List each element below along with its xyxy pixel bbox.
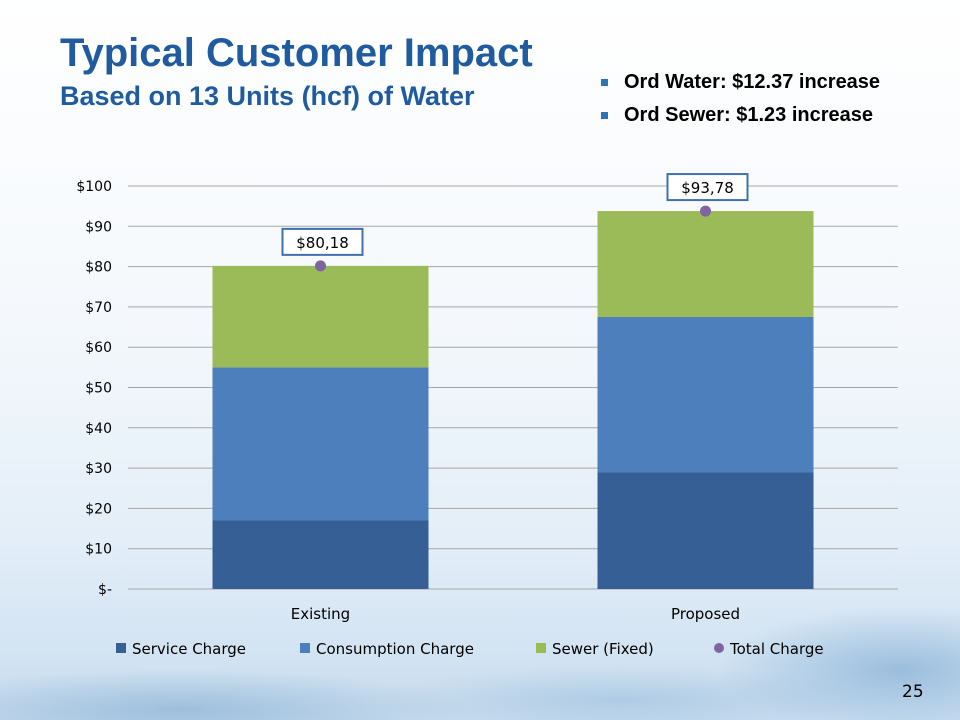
bullet-square-icon [601, 112, 608, 119]
legend-swatch [536, 643, 546, 653]
bar-segment [597, 316, 814, 473]
y-tick-label: $50 [85, 381, 112, 397]
page-number: 25 [902, 682, 924, 702]
y-tick-label: $40 [85, 421, 112, 437]
bullet-sewer-text: Ord Sewer: $1.23 increase [624, 104, 874, 126]
x-tick-label: Proposed [671, 605, 740, 623]
summary-bullets: Ord Water: $12.37 increase Ord Sewer: $1… [598, 66, 948, 132]
total-data-label: $93,78 [681, 179, 734, 197]
y-tick-label: $20 [85, 501, 112, 517]
page-subtitle: Based on 13 Units (hcf) of Water [60, 81, 475, 111]
total-charge-point [700, 205, 711, 217]
y-tick-label: $- [98, 582, 112, 598]
bullet-sewer: Ord Sewer: $1.23 increase [598, 99, 948, 132]
legend-label: Consumption Charge [316, 640, 474, 658]
x-tick-label: Existing [291, 605, 350, 623]
page-title: Typical Customer Impact [60, 31, 533, 75]
bar-segment [597, 472, 814, 589]
total-charge-point [315, 260, 326, 272]
y-tick-label: $30 [85, 461, 112, 477]
bullet-square-icon [601, 79, 608, 86]
bullet-water-text: Ord Water: $12.37 increase [624, 71, 881, 93]
total-label-box [666, 173, 749, 202]
y-tick-label: $70 [85, 300, 112, 316]
bullet-water: Ord Water: $12.37 increase [598, 66, 948, 99]
legend-label: Sewer (Fixed) [552, 640, 654, 658]
y-tick-label: $90 [85, 219, 112, 235]
bar-segment [212, 265, 429, 368]
y-tick-label: $80 [85, 260, 112, 276]
legend-label: Total Charge [729, 640, 824, 658]
legend-swatch [116, 643, 126, 653]
total-label-box [281, 227, 364, 256]
total-data-label: $80,18 [296, 234, 349, 252]
water-background [0, 580, 960, 720]
bar-segment [212, 367, 429, 521]
legend-marker [714, 643, 724, 653]
bar-segment [212, 520, 429, 589]
bar-segment [597, 211, 814, 317]
y-tick-label: $100 [76, 179, 112, 195]
y-tick-label: $60 [85, 340, 112, 356]
legend-label: Service Charge [132, 640, 246, 658]
legend-swatch [300, 643, 310, 653]
y-tick-label: $10 [85, 542, 112, 558]
